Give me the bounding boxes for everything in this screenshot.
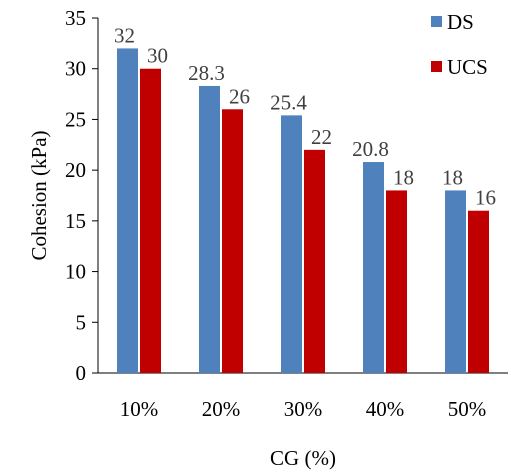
legend-label-ucs: UCS (447, 55, 488, 79)
bar-ucs (222, 109, 243, 374)
data-label-ucs: 22 (311, 125, 332, 149)
data-label-ucs: 16 (475, 186, 496, 210)
x-tick-label: 20% (202, 397, 241, 421)
data-label-ucs: 26 (229, 84, 250, 108)
data-label-ds: 32 (114, 23, 135, 47)
data-label-ds: 25.4 (270, 90, 307, 114)
bar-ucs (304, 149, 325, 373)
y-tick-label: 15 (65, 209, 86, 233)
bar-ds (199, 85, 220, 373)
bar-ds (445, 190, 466, 373)
y-tick-label: 0 (76, 361, 87, 385)
bar-ds (281, 115, 302, 373)
y-tick-label: 5 (76, 310, 87, 334)
bar-ds (363, 162, 384, 373)
legend: DS UCS (431, 10, 488, 79)
x-axis: 10% 20% 30% 40% 50% (98, 372, 508, 421)
bars (117, 48, 489, 374)
bar-ds (117, 48, 138, 374)
x-tick-label: 50% (448, 397, 487, 421)
y-tick-label: 30 (65, 57, 86, 81)
y-tick-label: 10 (65, 260, 86, 284)
y-axis: 0 5 10 15 20 25 30 35 (65, 6, 99, 385)
x-tick-label: 10% (120, 397, 159, 421)
data-label-ucs: 30 (147, 44, 168, 68)
bar-ucs (386, 190, 407, 373)
data-label-ds: 28.3 (188, 61, 225, 85)
y-axis-title: Cohesion (kPa) (27, 130, 51, 260)
legend-swatch-ds (431, 16, 442, 27)
bar-ucs (468, 210, 489, 373)
data-label-ds: 18 (442, 165, 463, 189)
legend-label-ds: DS (447, 10, 474, 34)
x-tick-label: 40% (366, 397, 405, 421)
x-tick-label: 30% (284, 397, 323, 421)
y-tick-label: 20 (65, 158, 86, 182)
y-tick-label: 25 (65, 107, 86, 131)
data-label-ds: 20.8 (352, 137, 389, 161)
x-axis-title: CG (%) (270, 446, 336, 470)
y-tick-label: 35 (65, 6, 86, 30)
bar-ucs (140, 68, 161, 373)
legend-swatch-ucs (431, 61, 442, 72)
data-label-ucs: 18 (393, 165, 414, 189)
